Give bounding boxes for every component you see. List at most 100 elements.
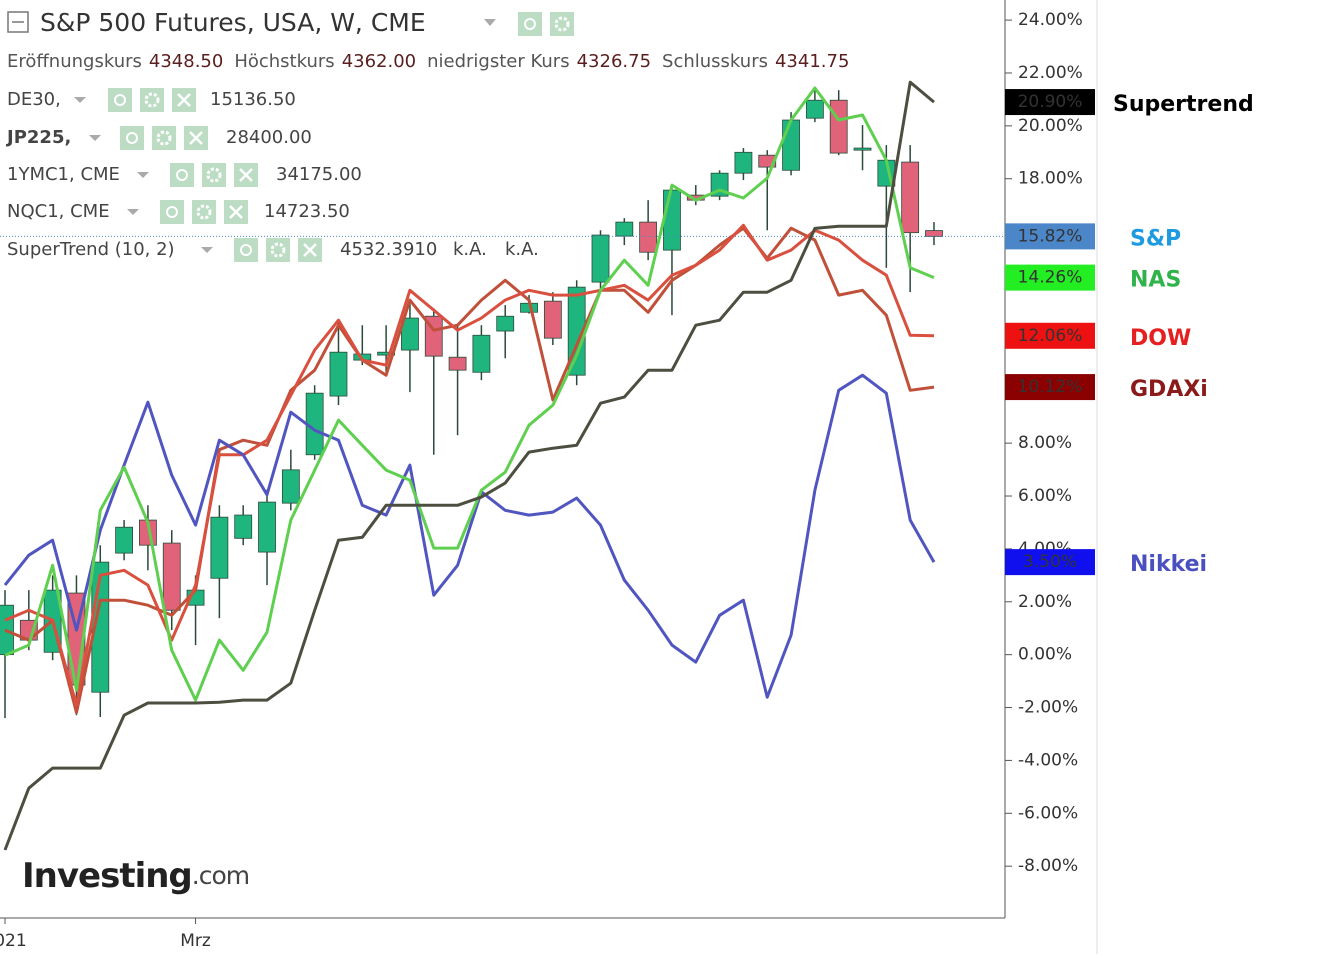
indicator-button[interactable]	[108, 88, 132, 112]
indicator-button[interactable]	[160, 200, 184, 224]
button-bg	[192, 200, 216, 224]
price-badge	[1005, 223, 1095, 250]
candle-body	[663, 189, 681, 251]
legend-dropdown[interactable]	[89, 135, 101, 141]
price-badge	[1005, 89, 1095, 116]
indicator-button[interactable]	[120, 126, 144, 150]
ohlc-label: Eröffnungskurs	[7, 51, 142, 72]
price-badge-label: 12.06%	[1018, 326, 1083, 346]
indicator-button[interactable]	[140, 88, 164, 112]
indicator-button[interactable]	[170, 163, 194, 187]
ohlc-value: 4362.00	[342, 51, 416, 72]
legend-label: DE30,	[7, 89, 61, 110]
ohlc-label: Schlusskurs	[662, 51, 768, 72]
candle-body	[829, 99, 848, 154]
legend-value: 15136.50	[210, 89, 296, 110]
gear-glyph	[156, 130, 172, 146]
candle-body	[448, 356, 467, 371]
button-bg	[140, 88, 164, 112]
candle-body	[901, 161, 920, 234]
logo-name: Investing	[22, 856, 192, 896]
candle-body	[258, 501, 276, 553]
price-badge-label: 20.90%	[1018, 92, 1083, 112]
price-badge-label: 3.50%	[1023, 552, 1077, 572]
indicator-button[interactable]	[234, 238, 258, 262]
candle-body	[925, 230, 943, 237]
title-dropdown[interactable]	[484, 19, 496, 26]
ohlc-value: 4326.75	[577, 51, 651, 72]
candle	[234, 505, 253, 546]
indicator-button[interactable]	[550, 12, 574, 36]
eye-glyph	[114, 94, 126, 106]
close-glyph	[189, 131, 203, 145]
series-name: Nikkei	[1130, 552, 1207, 577]
ohlc-row: Eröffnungskurs 4348.50 Höchstkurs 4362.00 ni…	[7, 51, 849, 72]
y-tick-label: -2.00%	[1018, 698, 1078, 718]
indicator-button[interactable]	[266, 238, 290, 262]
series-name: NAS	[1130, 268, 1181, 293]
candle-body	[591, 234, 610, 283]
y-tick-label: 2.00%	[1018, 592, 1072, 612]
price-badge-label: 14.26%	[1018, 268, 1083, 288]
candle-body	[210, 516, 229, 579]
x-tick-label: 2021	[0, 931, 27, 951]
button-bg	[152, 126, 176, 150]
candle	[639, 200, 658, 261]
eye-glyph	[176, 169, 188, 181]
legend-value: k.A.	[505, 239, 539, 260]
y-tick-label: 6.00%	[1018, 486, 1072, 506]
axis-group: -8.00%-6.00%-4.00%-2.00%0.00%2.00%4.00%6…	[0, 10, 1254, 951]
candle-body	[234, 514, 253, 539]
legend-dropdown[interactable]	[201, 247, 213, 253]
y-tick-label: -6.00%	[1018, 803, 1078, 823]
indicator-button[interactable]	[184, 126, 208, 150]
candle-body	[639, 221, 658, 253]
candle	[472, 325, 491, 381]
legend-label: SuperTrend (10, 2)	[7, 239, 175, 260]
legend-dropdown[interactable]	[74, 97, 86, 103]
gear-glyph	[196, 204, 212, 220]
candle	[543, 292, 562, 346]
legend-value: 14723.50	[264, 201, 350, 222]
candle	[258, 489, 276, 586]
button-bg	[202, 163, 226, 187]
button-bg	[518, 12, 542, 36]
y-tick-label: -8.00%	[1018, 856, 1078, 876]
indicator-button[interactable]	[234, 163, 258, 187]
eye-glyph	[240, 244, 252, 256]
candle-body	[782, 119, 800, 171]
legend-label: NQC1, CME	[7, 201, 110, 222]
candle-body	[853, 147, 872, 151]
candle-body	[734, 151, 753, 174]
candle	[305, 385, 324, 460]
legend-value: 4532.3910	[340, 239, 437, 260]
collapse-icon[interactable]	[7, 11, 29, 33]
indicator-button[interactable]	[202, 163, 226, 187]
candle-body	[615, 221, 634, 237]
candle-body	[543, 300, 562, 339]
candle-body	[281, 469, 300, 504]
candle	[805, 88, 824, 123]
legend-dropdown[interactable]	[137, 172, 149, 178]
indicator-button[interactable]	[152, 126, 176, 150]
indicator-button[interactable]	[172, 88, 196, 112]
ohlc-label: niedrigster Kurs	[427, 51, 569, 72]
indicator-button[interactable]	[224, 200, 248, 224]
legend-dropdown[interactable]	[127, 209, 139, 215]
indicator-button[interactable]	[518, 12, 542, 36]
price-badge	[1005, 374, 1095, 401]
candle	[281, 449, 300, 511]
button-bg	[234, 238, 258, 262]
button-bg	[120, 126, 144, 150]
indicator-button[interactable]	[298, 238, 322, 262]
legend-value: k.A.	[453, 239, 487, 260]
indicator-button[interactable]	[192, 200, 216, 224]
series-name: GDAXi	[1130, 377, 1208, 402]
price-badge	[1005, 322, 1095, 349]
candle-body	[472, 334, 491, 373]
logo-text: Investing.com	[22, 856, 249, 896]
eye-glyph	[166, 206, 178, 218]
button-bg	[108, 88, 132, 112]
gear-glyph	[206, 167, 222, 183]
